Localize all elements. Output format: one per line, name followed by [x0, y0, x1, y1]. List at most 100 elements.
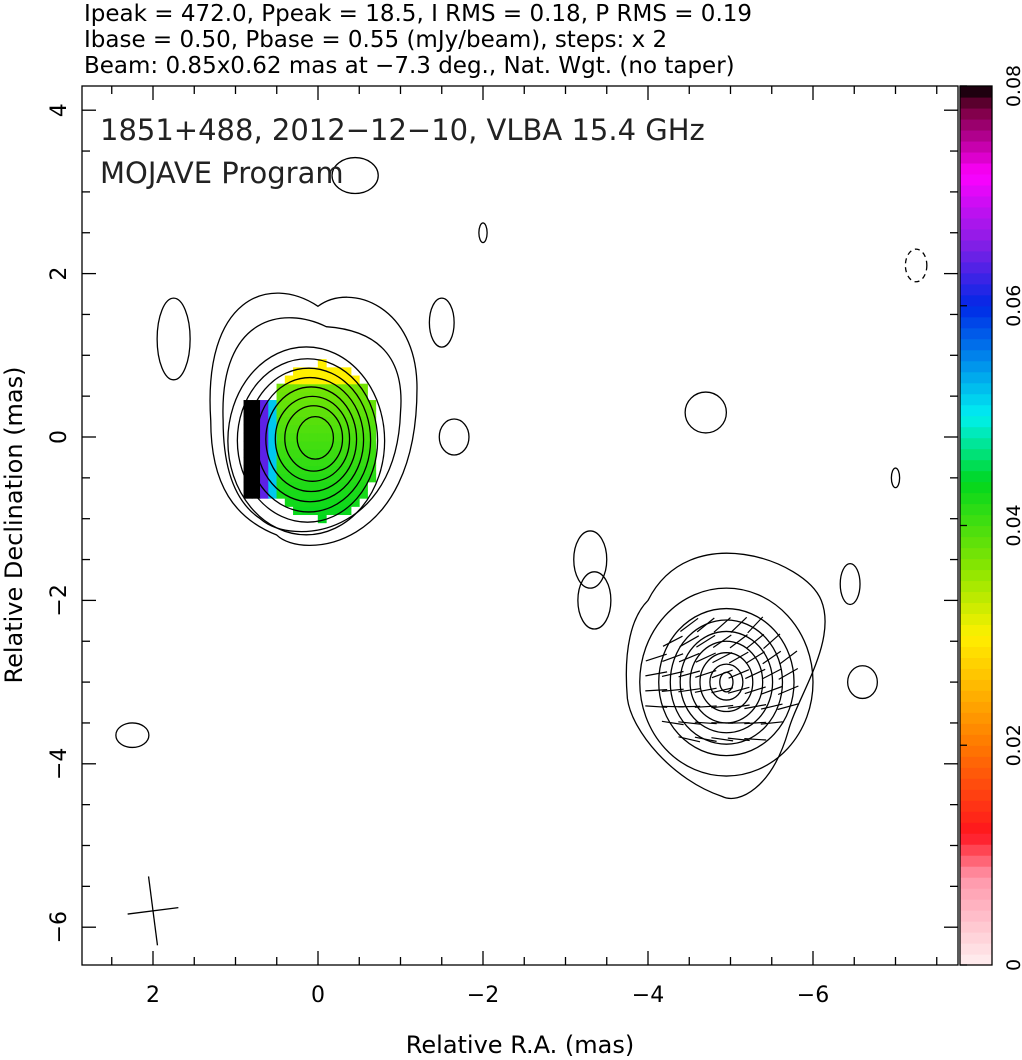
- polarization-vector: [680, 617, 699, 632]
- polarization-pixel: [276, 432, 286, 442]
- core-contour: [236, 358, 379, 523]
- colorbar-tick-label: 0.06: [1003, 285, 1022, 327]
- polarization-pixel: [276, 449, 286, 458]
- polarization-vector: [712, 651, 733, 664]
- polarization-pixel: [350, 481, 360, 491]
- polarization-pixel: [359, 449, 368, 458]
- polarization-vector: [678, 652, 700, 663]
- polarization-vector: [728, 651, 749, 664]
- polarization-pixel: [342, 440, 352, 450]
- colorbar-band: [960, 712, 992, 724]
- polarization-pixel: [293, 465, 302, 475]
- polarization-pixel: [334, 424, 344, 434]
- y-tick-label: −4: [47, 748, 72, 780]
- polarization-vector: [694, 687, 717, 693]
- noise-contour: [156, 297, 191, 381]
- polarization-pixel: [251, 465, 261, 475]
- polarization-pixel: [317, 408, 327, 417]
- polarization-vector: [696, 634, 716, 648]
- polarization-vector: [645, 705, 668, 708]
- polarization-pixel: [284, 432, 294, 442]
- colorbar-band: [960, 877, 992, 889]
- polarization-pixel: [260, 473, 269, 483]
- polarization-pixel: [334, 383, 344, 393]
- knot-outer-contour: [625, 552, 826, 800]
- polarization-pixel: [317, 449, 327, 458]
- polarization-pixel: [301, 473, 311, 483]
- polarization-pixel: [301, 400, 311, 409]
- polarization-vector: [747, 616, 764, 634]
- polarization-pixel: [342, 489, 352, 499]
- polarization-pixel: [342, 416, 352, 426]
- polarization-pixel: [326, 367, 335, 377]
- polarization-pixel: [326, 440, 335, 450]
- x-axis-ticks: 2 0 −2 −4 −6: [111, 86, 938, 1008]
- polarization-vector: [763, 633, 781, 650]
- colorbar-band: [960, 745, 992, 757]
- polarization-pixel: [284, 375, 294, 385]
- colorbar-band: [960, 96, 992, 109]
- polarization-pixel: [284, 473, 294, 483]
- colorbar-tick-label: 0: [1003, 959, 1022, 971]
- polarization-pixel: [251, 408, 261, 417]
- colorbar-band: [960, 536, 992, 549]
- polarization-pixel: [268, 416, 278, 426]
- polarization-vector: [727, 704, 750, 709]
- polarization-pixel: [243, 400, 253, 409]
- colorbar-band: [960, 272, 992, 285]
- colorbar-band: [960, 822, 992, 834]
- polarization-pixel: [301, 449, 311, 458]
- polarization-pixel: [251, 416, 261, 426]
- polarization-pixel: [251, 400, 261, 409]
- header-line-3: Beam: 0.85x0.62 mas at −7.3 deg., Nat. W…: [84, 53, 735, 79]
- polarization-pixel: [326, 432, 335, 442]
- polarization-pixel: [293, 498, 302, 507]
- colorbar-band: [960, 613, 992, 625]
- polarization-pixel: [293, 375, 302, 385]
- polarization-pixel: [342, 367, 352, 377]
- polarization-pixel: [309, 465, 319, 475]
- polarization-pixel: [284, 449, 294, 458]
- colorbar-band: [960, 679, 992, 691]
- polarization-pixel: [317, 424, 327, 434]
- polarization-pixel: [284, 498, 294, 507]
- polarization-pixel: [350, 498, 360, 507]
- polarization-vector: [728, 669, 750, 679]
- polarization-pixel: [243, 489, 253, 499]
- polarization-pixel: [342, 498, 352, 507]
- plot-frame: [81, 85, 959, 966]
- noise-contour: [577, 571, 612, 630]
- colorbar-band: [960, 789, 992, 801]
- colorbar-band: [960, 459, 992, 472]
- core-contour: [227, 346, 386, 536]
- polarization-pixel: [367, 416, 377, 426]
- polarization-pixel: [260, 489, 269, 499]
- polarization-vector: [661, 670, 684, 677]
- colorbar-band: [960, 668, 992, 680]
- polarization-pixel: [317, 432, 327, 442]
- colorbar-band: [960, 492, 992, 505]
- polarization-pixel: [268, 481, 278, 491]
- header-line-1: Ipeak = 472.0, Ppeak = 18.5, I RMS = 0.1…: [84, 1, 752, 27]
- polarization-pixel: [260, 432, 269, 442]
- polarization-pixel: [260, 416, 269, 426]
- polarization-pixel: [326, 375, 335, 385]
- polarization-vector: [694, 721, 717, 725]
- polarization-vector: [777, 703, 800, 711]
- polarization-pixel: [334, 489, 344, 499]
- core-contour: [296, 416, 335, 460]
- knot-contour: [699, 652, 754, 713]
- polarization-pixel: [284, 391, 294, 401]
- polarization-pixel: [334, 473, 344, 483]
- colorbar-band: [960, 855, 992, 867]
- polarization-pixel: [284, 383, 294, 393]
- polarization-pixel: [260, 400, 269, 409]
- polarization-pixel: [359, 489, 368, 499]
- core-contour: [284, 405, 344, 472]
- x-axis-label: Relative R.A. (mas): [406, 1031, 634, 1059]
- polarization-pixel: [309, 424, 319, 434]
- polarization-vector: [696, 617, 715, 633]
- core-contour: [265, 386, 358, 493]
- polarization-pixel: [251, 424, 261, 434]
